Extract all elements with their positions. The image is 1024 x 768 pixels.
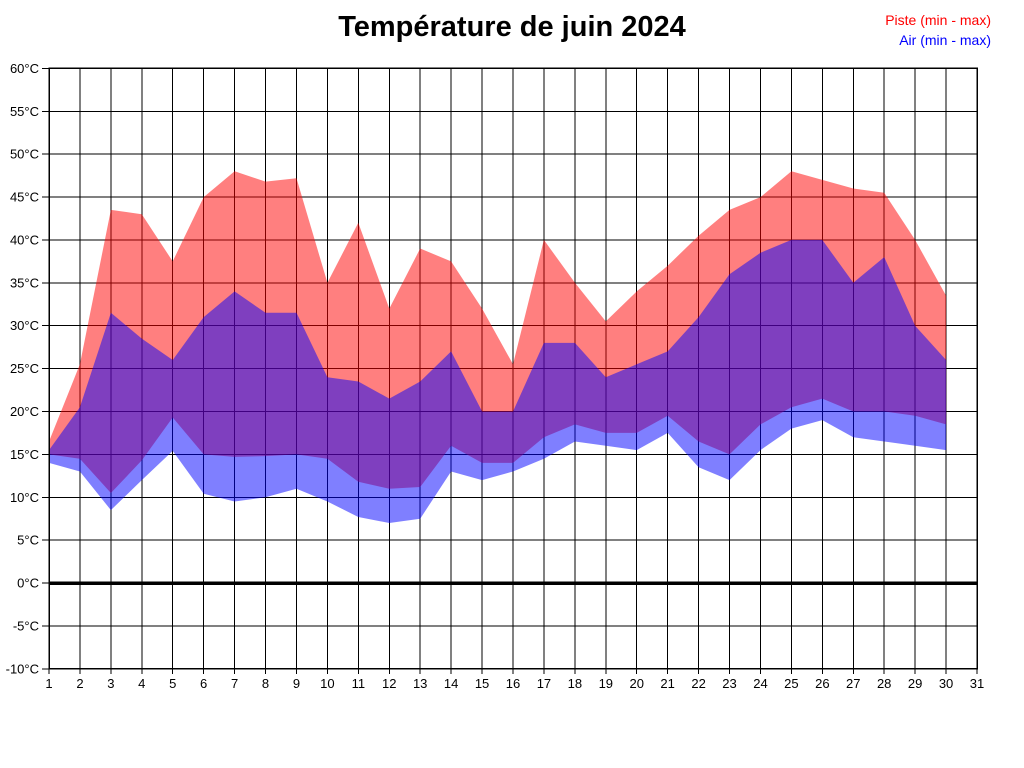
y-tick-label: 60°C bbox=[10, 61, 39, 76]
x-tick-label: 23 bbox=[722, 676, 736, 691]
y-tick-label: 35°C bbox=[10, 275, 39, 290]
x-tick-label: 17 bbox=[537, 676, 551, 691]
x-tick-label: 20 bbox=[629, 676, 643, 691]
y-tick-label: 25°C bbox=[10, 361, 39, 376]
x-tick-labels: 1 2 3 4 5 6 7 8 9 10 11 12 13 14 15 16 17 18 19 20 21 22 23 24 2… bbox=[45, 676, 984, 691]
plot-border bbox=[48, 67, 978, 670]
chart-title: Température de juin 2024 bbox=[338, 11, 686, 43]
y-tick-label: 30°C bbox=[10, 318, 39, 333]
legend-item-air: Air (min - max) bbox=[899, 32, 991, 48]
y-tick-label: 50°C bbox=[10, 147, 39, 162]
x-tick-label: 3 bbox=[107, 676, 114, 691]
chart-legend: Piste (min - max) Air (min - max) bbox=[885, 10, 991, 50]
x-tick-label: 28 bbox=[877, 676, 891, 691]
y-tick-label: 10°C bbox=[10, 490, 39, 505]
x-tick-label: 2 bbox=[76, 676, 83, 691]
x-tick-label: 29 bbox=[908, 676, 922, 691]
x-tick-label: 16 bbox=[506, 676, 520, 691]
x-tick-label: 10 bbox=[320, 676, 334, 691]
y-tick-label: 20°C bbox=[10, 404, 39, 419]
x-tick-label: 27 bbox=[846, 676, 860, 691]
x-tick-label: 31 bbox=[970, 676, 984, 691]
x-tick-label: 9 bbox=[293, 676, 300, 691]
x-tick-label: 1 bbox=[45, 676, 52, 691]
x-tick-label: 6 bbox=[200, 676, 207, 691]
axis-ticks bbox=[42, 67, 978, 674]
y-tick-label: 55°C bbox=[10, 104, 39, 119]
x-tick-label: 11 bbox=[352, 676, 366, 691]
x-tick-label: 25 bbox=[784, 676, 798, 691]
y-tick-label: 45°C bbox=[10, 190, 39, 205]
y-tick-label: 15°C bbox=[10, 447, 39, 462]
y-tick-label: -10°C bbox=[6, 661, 39, 676]
x-tick-label: 14 bbox=[444, 676, 458, 691]
y-tick-labels: 60°C 55°C 50°C 45°C 40°C 35°C 30°C 25°C 20°C 15°C… bbox=[6, 61, 39, 676]
x-tick-label: 30 bbox=[939, 676, 953, 691]
x-tick-label: 4 bbox=[138, 676, 145, 691]
x-tick-label: 7 bbox=[231, 676, 238, 691]
x-tick-label: 18 bbox=[568, 676, 582, 691]
x-tick-label: 5 bbox=[169, 676, 176, 691]
y-tick-label: 40°C bbox=[10, 232, 39, 247]
x-tick-label: 19 bbox=[599, 676, 613, 691]
x-tick-label: 8 bbox=[262, 676, 269, 691]
x-tick-label: 15 bbox=[475, 676, 489, 691]
x-tick-label: 12 bbox=[382, 676, 396, 691]
y-tick-label: -5°C bbox=[13, 618, 39, 633]
y-tick-label: 0°C bbox=[17, 576, 39, 591]
x-tick-label: 13 bbox=[413, 676, 427, 691]
air-band bbox=[49, 239, 947, 523]
legend-item-piste: Piste (min - max) bbox=[885, 12, 991, 28]
x-tick-label: 24 bbox=[753, 676, 767, 691]
x-tick-label: 21 bbox=[660, 676, 674, 691]
y-tick-label: 5°C bbox=[17, 533, 39, 548]
x-tick-label: 22 bbox=[691, 676, 705, 691]
x-tick-label: 26 bbox=[815, 676, 829, 691]
